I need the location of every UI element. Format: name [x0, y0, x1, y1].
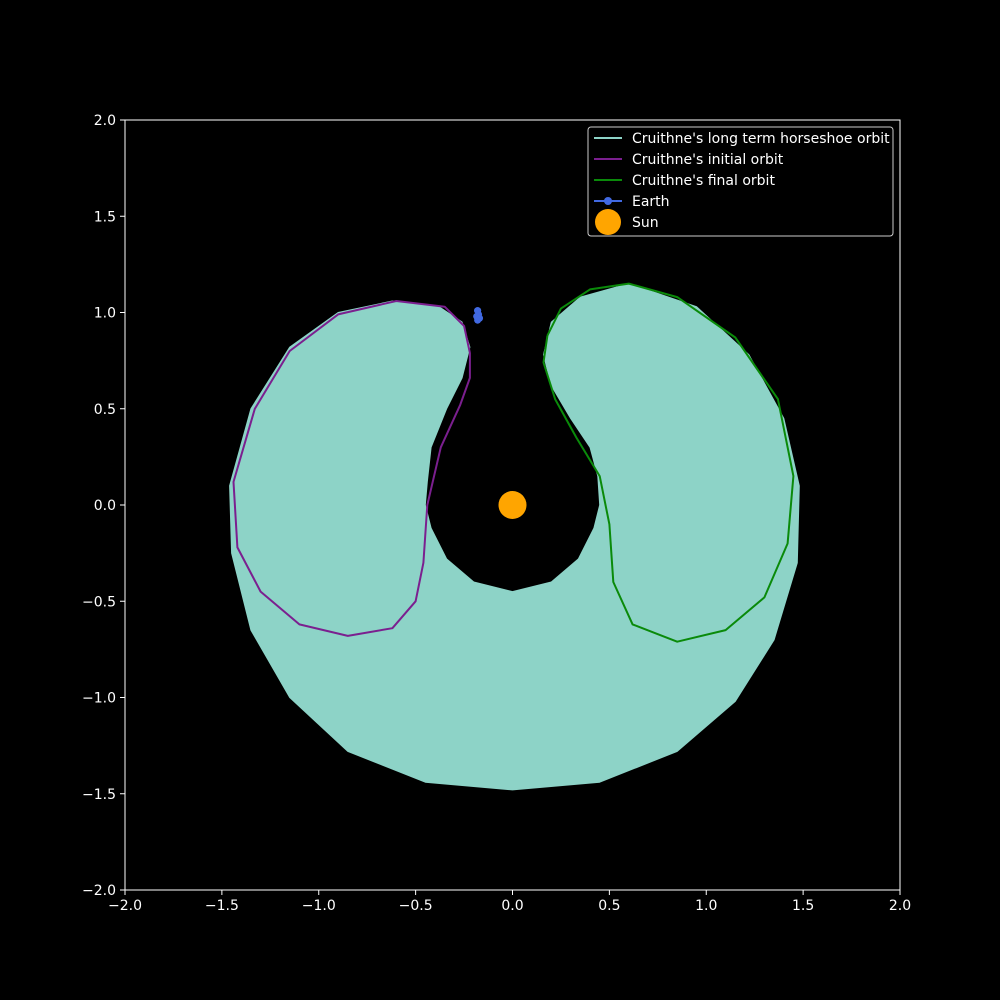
legend-label-horseshoe: Cruithne's long term horseshoe orbit: [632, 131, 890, 147]
y-tick-label: 0.5: [94, 402, 116, 418]
earth-marker: [473, 312, 481, 320]
legend-marker-sun: [595, 209, 621, 235]
y-tick-label: 1.0: [94, 306, 116, 322]
y-tick-label: 1.5: [94, 209, 116, 225]
plot-area: [229, 282, 800, 791]
legend-label-sun: Sun: [632, 215, 659, 231]
y-tick-label: 2.0: [94, 113, 116, 129]
x-tick-label: −2.0: [108, 898, 142, 914]
horseshoe-orbit-band: [229, 283, 800, 791]
legend-label-initial: Cruithne's initial orbit: [632, 152, 784, 168]
x-tick-label: 0.5: [598, 898, 620, 914]
y-tick-label: −0.5: [82, 594, 116, 610]
legend: Cruithne's long term horseshoe orbit Cru…: [587, 126, 894, 237]
legend-label-final: Cruithne's final orbit: [632, 173, 775, 189]
y-tick-label: 0.0: [94, 498, 116, 514]
sun-marker: [498, 491, 527, 519]
y-axis: −2.0 −1.5 −1.0 −0.5 0.0 0.5 1.0 1.5 2.0: [82, 113, 125, 899]
legend-label-earth: Earth: [632, 194, 670, 210]
legend-marker-earth: [604, 197, 612, 205]
x-tick-label: 0.0: [501, 898, 523, 914]
y-tick-label: −1.0: [82, 691, 116, 707]
y-tick-label: −2.0: [82, 883, 116, 899]
initial-orbit-line: [232, 300, 471, 637]
earth-marker: [474, 307, 482, 315]
x-tick-label: −1.0: [302, 898, 336, 914]
final-orbit-line: [542, 282, 795, 643]
x-tick-label: −1.5: [205, 898, 239, 914]
x-tick-label: −0.5: [399, 898, 433, 914]
x-axis: −2.0 −1.5 −1.0 −0.5 0.0 0.5 1.0 1.5 2.0: [108, 890, 911, 914]
x-tick-label: 2.0: [889, 898, 911, 914]
x-tick-label: 1.5: [792, 898, 814, 914]
legend-box: [587, 126, 894, 237]
x-tick-label: 1.0: [695, 898, 717, 914]
y-tick-label: −1.5: [82, 787, 116, 803]
